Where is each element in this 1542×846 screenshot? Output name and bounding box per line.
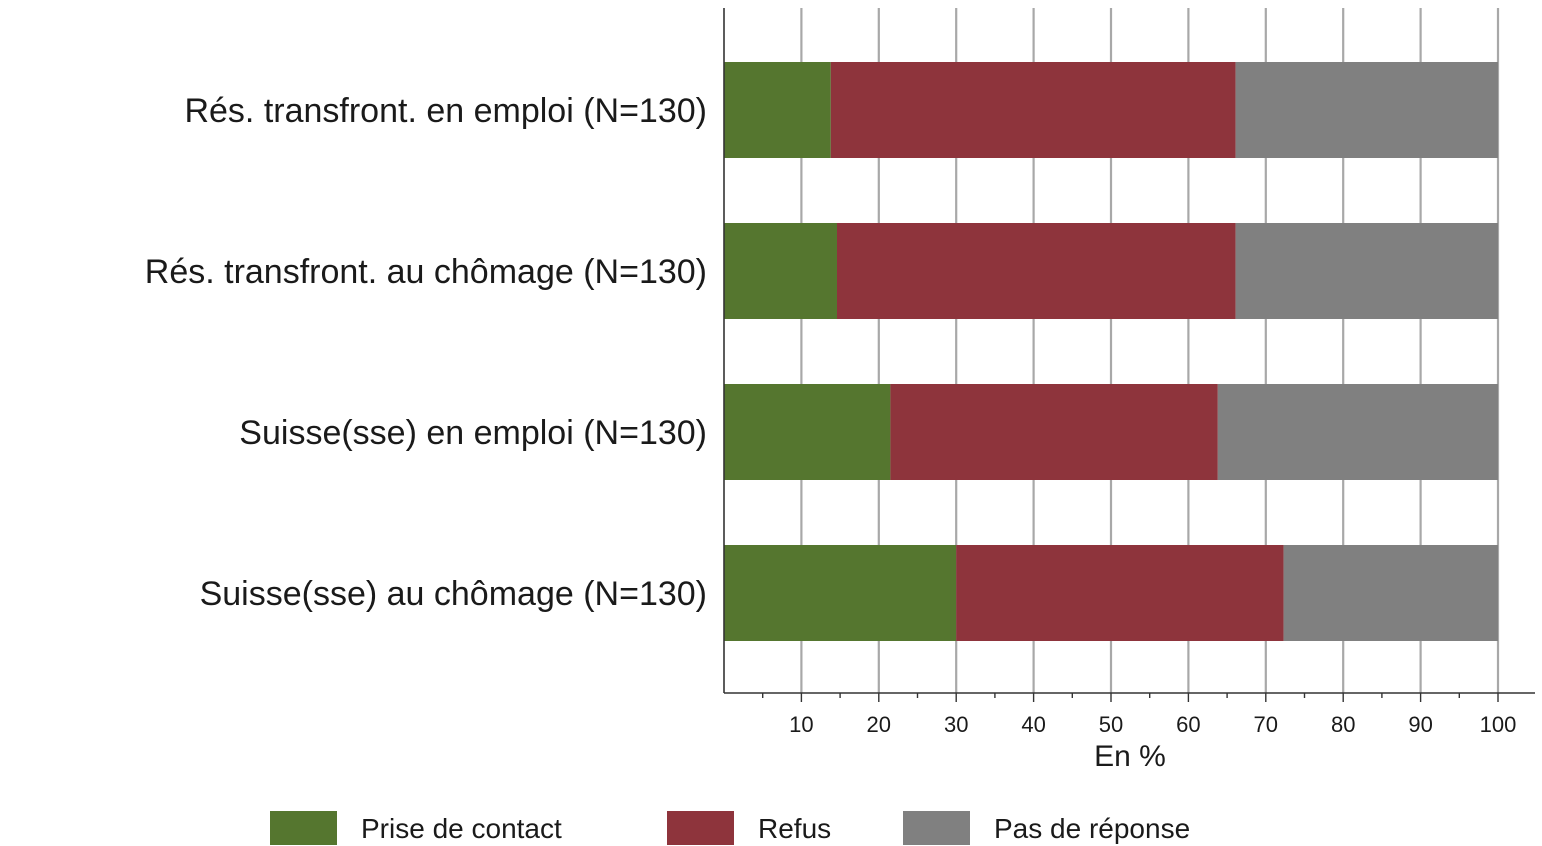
bar-2-row-3 [890,384,1218,480]
bar-1-row-4 [724,545,957,641]
bar-3-row-4 [1283,545,1498,641]
legend-label-1: Prise de contact [361,813,562,844]
bar-1-row-3 [724,384,891,480]
x-tick-label: 90 [1408,712,1432,737]
x-tick-labels: 10 20 30 40 50 60 70 80 90 100 [789,712,1516,737]
bar-2-row-2 [837,223,1236,319]
x-tick-label: 100 [1480,712,1517,737]
x-tick-label: 20 [867,712,891,737]
bar-3-row-1 [1235,62,1498,158]
legend-label-2: Refus [758,813,831,844]
category-label: Rés. transfront. en emploi (N=130) [184,92,707,130]
legend-swatch-1 [270,811,337,845]
x-tick-label: 30 [944,712,968,737]
category-label: Rés. transfront. au chômage (N=130) [145,253,707,291]
category-labels: Rés. transfront. en emploi (N=130) Rés. t… [145,92,707,613]
x-axis-title: En % [1094,740,1166,773]
bar-3-row-2 [1235,223,1498,319]
bar-1-row-2 [724,223,838,319]
x-tick-label: 10 [789,712,813,737]
x-tick-label: 40 [1021,712,1045,737]
bar-1-row-1 [724,62,831,158]
category-label: Suisse(sse) au chômage (N=130) [200,575,707,613]
x-tick-label: 50 [1099,712,1123,737]
legend-swatch-3 [903,811,970,845]
x-tick-label: 70 [1254,712,1278,737]
x-tick-label: 80 [1331,712,1355,737]
legend-label-3: Pas de réponse [994,813,1190,844]
bar-2-row-1 [830,62,1236,158]
category-label: Suisse(sse) en emploi (N=130) [239,414,707,452]
bars [724,62,1498,641]
legend: Prise de contact Refus Pas de réponse [270,811,1190,845]
legend-swatch-2 [667,811,734,845]
bar-3-row-3 [1217,384,1498,480]
x-tick-label: 60 [1176,712,1200,737]
axes [723,8,1535,702]
bar-2-row-4 [956,545,1284,641]
